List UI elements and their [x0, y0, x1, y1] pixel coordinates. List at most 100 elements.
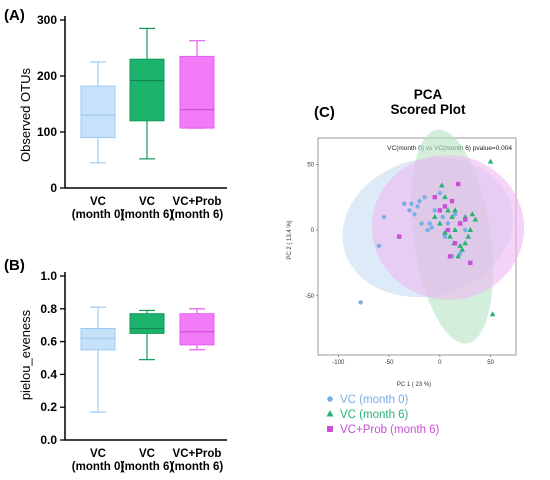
point-circle: [419, 221, 424, 226]
point-triangle: [472, 216, 479, 222]
point-triangle: [459, 246, 465, 252]
y-tick-label: 100: [37, 125, 57, 139]
panel-b-yticks: 0.0 0.2 0.4 0.6 0.8 1.0: [40, 269, 65, 447]
category-label-line: VC+Prob: [173, 448, 222, 460]
point-square: [449, 198, 455, 204]
point-triangle: [487, 158, 494, 164]
box-1: [80, 61, 116, 164]
point-circle: [402, 201, 407, 206]
box-body: [179, 55, 215, 129]
x-tick-label: 0: [438, 360, 442, 366]
y-tick-label: 0.8: [40, 302, 57, 316]
point-triangle: [442, 229, 448, 235]
x-tick-label: 50: [487, 360, 494, 366]
point-triangle: [452, 227, 458, 233]
point-square: [442, 204, 448, 209]
point-triangle: [445, 207, 451, 213]
category-label-line: (month 0): [72, 209, 125, 221]
point-square: [452, 241, 458, 246]
box-3: [179, 308, 215, 351]
point-circle: [429, 225, 434, 230]
legend-label: VC (month 0): [340, 394, 409, 406]
point-triangle: [457, 242, 463, 248]
category-label: VC (month 0): [72, 196, 125, 221]
category-label-line: VC: [90, 196, 106, 208]
point-circle: [381, 214, 387, 220]
y-tick-label: 200: [37, 69, 57, 83]
point-triangle: [455, 253, 461, 259]
point-circle: [407, 208, 412, 213]
category-label-line: (month 6): [171, 461, 224, 473]
point-circle: [452, 212, 458, 217]
point-square: [463, 217, 468, 222]
point-circle: [427, 221, 432, 226]
point-square: [432, 194, 437, 200]
point-circle: [376, 243, 382, 249]
legend-marker-circle: [327, 396, 333, 402]
point-triangle: [431, 213, 438, 219]
point-square: [445, 227, 451, 233]
series-3-points: [397, 181, 473, 266]
category-label: VC+Prob (month 6): [171, 196, 224, 221]
y-tick-label: 300: [37, 13, 57, 27]
box-2: [129, 27, 165, 160]
panel-b-boxes: [80, 306, 215, 413]
box-body: [80, 85, 116, 139]
category-label: VC (month 0): [72, 448, 125, 473]
y-tick-label: 0: [311, 228, 315, 234]
point-triangle: [442, 194, 448, 200]
category-label-line: (month 6): [121, 461, 174, 473]
point-circle: [432, 208, 437, 213]
point-triangle: [447, 233, 453, 239]
point-square: [468, 260, 473, 266]
panel-b-ylabel: pielou_eveness: [18, 309, 33, 400]
point-circle: [412, 212, 417, 217]
y-tick-label: 0.4: [40, 367, 57, 381]
ellipse-3: [371, 155, 525, 300]
panel-a-yticks: 0 100 200 300: [37, 13, 65, 195]
x-tick-label: -50: [385, 360, 394, 366]
category-label-line: VC: [139, 196, 155, 208]
category-label-line: VC: [139, 448, 155, 460]
y-tick-label: 0.6: [40, 335, 57, 349]
pca-legend: VC (month 0) VC (month 6) VC+Prob (month 6…: [326, 394, 440, 436]
panel-b-boxplot: (B) pielou_eveness 0.0 0.2 0.4 0.6 0.8 1.0 VC…: [4, 257, 227, 473]
pca-xlabel: PC 1 ( 23 %): [397, 382, 431, 388]
category-label: VC (month 6): [121, 448, 174, 473]
legend-marker-triangle: [326, 410, 334, 417]
y-tick-label: -50: [305, 294, 314, 300]
panel-a-label: (A): [4, 7, 25, 24]
category-label-line: VC: [90, 448, 106, 460]
point-circle: [440, 214, 446, 220]
point-circle: [445, 221, 451, 226]
point-triangle: [467, 227, 474, 233]
legend-label: VC (month 6): [340, 409, 409, 421]
category-label: VC (month 6): [121, 196, 174, 221]
point-circle: [463, 227, 468, 233]
pca-ylabel: PC 2 ( 13.4 %): [287, 220, 293, 259]
y-tick-label: 0: [50, 181, 57, 195]
point-circle: [442, 234, 448, 239]
legend-marker-square: [327, 426, 333, 432]
point-square: [397, 234, 402, 239]
pca-title-line: PCA: [414, 87, 443, 102]
y-tick-label: 0.2: [40, 400, 57, 414]
pca-title-line: Scored Plot: [390, 102, 466, 117]
series-1-points: [358, 191, 468, 305]
point-circle: [437, 191, 443, 196]
category-label-line: (month 0): [72, 461, 125, 473]
y-tick-label: 0.0: [40, 433, 57, 447]
point-triangle: [452, 207, 458, 213]
point-square: [447, 254, 453, 259]
point-circle: [358, 300, 363, 305]
point-circle: [417, 198, 422, 204]
y-tick-label: 1.0: [40, 269, 57, 283]
panel-a-boxes: [80, 27, 215, 164]
panel-a-categories: VC (month 0)VC (month 6)VC+Prob (month 6): [72, 196, 224, 221]
box-body: [80, 327, 116, 351]
point-triangle: [437, 220, 443, 226]
point-square: [455, 181, 461, 187]
pca-plot-area: [342, 129, 525, 344]
